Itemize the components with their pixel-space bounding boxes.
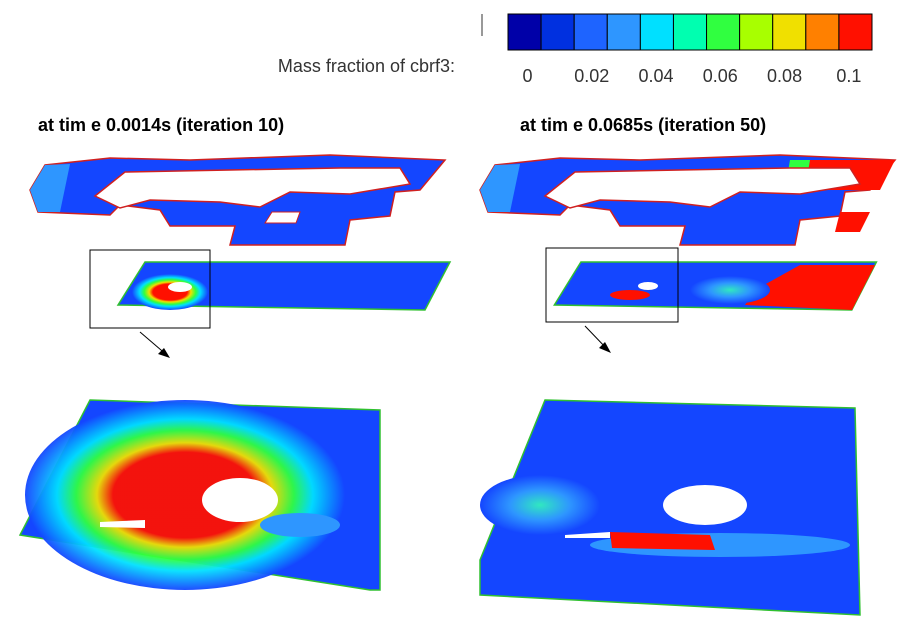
colorbar-cell [574, 14, 607, 50]
colorbar-cell [806, 14, 839, 50]
colorbar-cell [707, 14, 740, 50]
colorbar-cell [740, 14, 773, 50]
panel-title: at tim e 0.0685s (iteration 50) [520, 115, 766, 135]
colorbar-tick-label: 0 [523, 66, 533, 86]
colorbar: 0 0.02 0.04 0.06 0.08 0.1 [508, 14, 872, 86]
colorbar-cell [640, 14, 673, 50]
right-panel [480, 155, 895, 615]
colorbar-tick-label: 0.04 [639, 66, 674, 86]
colorbar-tick-label: 0.02 [574, 66, 609, 86]
colorbar-tick-label: 0.1 [836, 66, 861, 86]
colorbar-tick-label: 0.08 [767, 66, 802, 86]
colorbar-cell [773, 14, 806, 50]
colorbar-cell [839, 14, 872, 50]
panel-title: at tim e 0.0014s (iteration 10) [38, 115, 284, 135]
colorbar-cell [673, 14, 706, 50]
colorbar-cell [508, 14, 541, 50]
colorbar-cell [607, 14, 640, 50]
figure: 0 0.02 0.04 0.06 0.08 0.1 Mass fraction of cb… [0, 0, 905, 621]
page: {"legend": {"title": "Mass fraction of c… [0, 0, 905, 621]
legend-title: Mass fraction of cbrf3: [278, 56, 455, 76]
colorbar-cell [541, 14, 574, 50]
colorbar-tick-label: 0.06 [703, 66, 738, 86]
left-panel [20, 155, 450, 590]
